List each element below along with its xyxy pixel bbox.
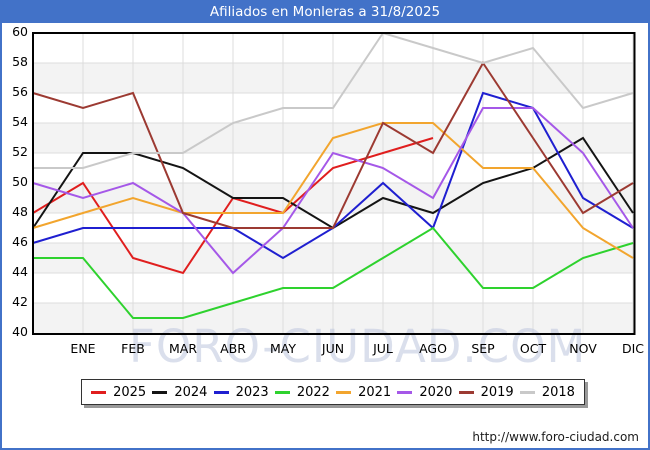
y-tick-label: 48 [12, 204, 28, 219]
y-tick-label: 40 [12, 324, 28, 339]
legend-item-2021: 2021 [336, 385, 391, 400]
legend-dash-2024 [152, 390, 168, 394]
legend-label-2025: 2025 [113, 384, 147, 400]
legend-label-2019: 2019 [480, 384, 514, 400]
legend-label-2021: 2021 [358, 384, 392, 400]
legend-item-2023: 2023 [213, 384, 269, 400]
legend-dash-2022 [274, 390, 290, 394]
legend-item-2020: 2020 [397, 385, 452, 400]
x-tick-label: FEB [121, 341, 145, 356]
y-tick-label: 54 [12, 114, 28, 129]
y-tick-label: 56 [12, 84, 28, 99]
legend-label-2023: 2023 [235, 384, 269, 400]
x-tick-label: MAR [169, 341, 197, 356]
legend-label-2018: 2018 [541, 384, 575, 400]
legend-item-2025: 2025 [91, 385, 146, 400]
x-tick-label: OCT [520, 341, 547, 356]
x-tick-label: JUL [372, 341, 393, 356]
footer-url[interactable]: http://www.foro-ciudad.com [472, 430, 639, 444]
x-tick-label: AGO [419, 341, 447, 356]
legend-dash-2018 [519, 390, 535, 394]
legend-item-2022: 2022 [274, 384, 330, 400]
legend-item-2018: 2018 [519, 384, 575, 400]
chart-title: Afiliados en Monleras a 31/8/2025 [2, 2, 648, 23]
watermark-text: FORO-CIUDAD.COM [129, 320, 586, 373]
y-tick-label: 42 [12, 294, 28, 309]
plot-band [33, 63, 635, 93]
plot-area: FORO-CIUDAD.COM ENE FEB MAR ABR MAY JUN JUL AGO S… [32, 31, 644, 373]
x-tick-label: ENE [70, 341, 95, 356]
y-tick-label: 44 [12, 264, 28, 279]
series-line-2019 [32, 61, 634, 229]
x-tick-label: ABR [220, 341, 246, 356]
legend-dash-2021 [336, 390, 352, 394]
x-tick-label: MAY [270, 341, 296, 356]
plot-border [32, 32, 636, 335]
legend-dash-2019 [458, 390, 474, 394]
legend-dash-2025 [91, 390, 107, 394]
series-line-2021 [32, 122, 634, 259]
y-tick-label: 60 [12, 24, 28, 39]
legend-label-2024: 2024 [174, 384, 208, 400]
series-line-2018 [33, 31, 634, 169]
y-tick-label: 52 [12, 144, 28, 159]
y-tick-label: 50 [12, 174, 28, 189]
legend: 2025 2024 2023 2022 2021 2020 2019 2018 [81, 379, 585, 405]
legend-dash-2023 [213, 390, 229, 394]
x-tick-label: JUN [321, 341, 344, 356]
x-tick-label: DIC [622, 341, 644, 356]
x-tick-label: NOV [569, 341, 597, 356]
plot-band [33, 243, 635, 273]
plot-band [33, 33, 635, 63]
legend-dash-2020 [397, 390, 413, 394]
legend-label-2022: 2022 [296, 384, 330, 400]
y-tick-label: 46 [12, 234, 28, 249]
legend-item-2024: 2024 [152, 385, 207, 400]
x-tick-label: SEP [471, 341, 495, 356]
y-tick-label: 58 [12, 54, 28, 69]
series-line-2022 [33, 226, 634, 319]
plot-band [33, 183, 635, 213]
legend-item-2019: 2019 [458, 384, 514, 400]
legend-label-2020: 2020 [419, 384, 453, 400]
series-line-2020 [32, 107, 634, 275]
